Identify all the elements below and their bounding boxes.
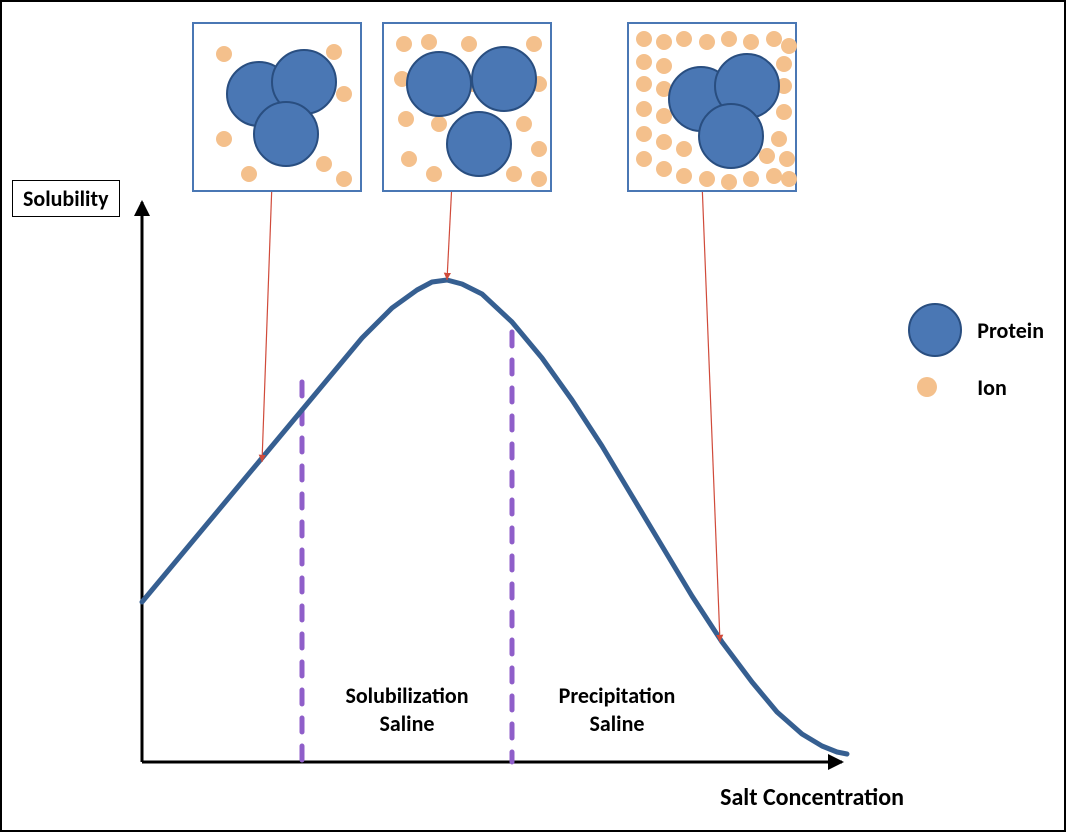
protein-icon: [907, 302, 963, 358]
legend-label-ion: Ion: [977, 374, 1007, 401]
illustration-panel-1: [192, 22, 362, 192]
figure-container: Solubility SolubilizationSaline Precipit…: [0, 0, 1066, 832]
legend-item-ion: Ion: [907, 372, 1044, 402]
region-label-precipitation: PrecipitationSaline: [527, 682, 707, 737]
legend-label-protein: Protein: [977, 317, 1044, 344]
region-label-text: SolubilizationSaline: [345, 682, 468, 737]
legend: Protein Ion: [907, 302, 1044, 416]
x-axis-label: Salt Concentration: [720, 783, 904, 812]
region-label-solubilization: SolubilizationSaline: [312, 682, 502, 737]
illustration-panel-2: [382, 22, 552, 192]
region-label-text: PrecipitationSaline: [559, 682, 676, 737]
legend-item-protein: Protein: [907, 302, 1044, 358]
illustration-panel-3: [627, 22, 797, 192]
ion-icon: [907, 372, 963, 402]
